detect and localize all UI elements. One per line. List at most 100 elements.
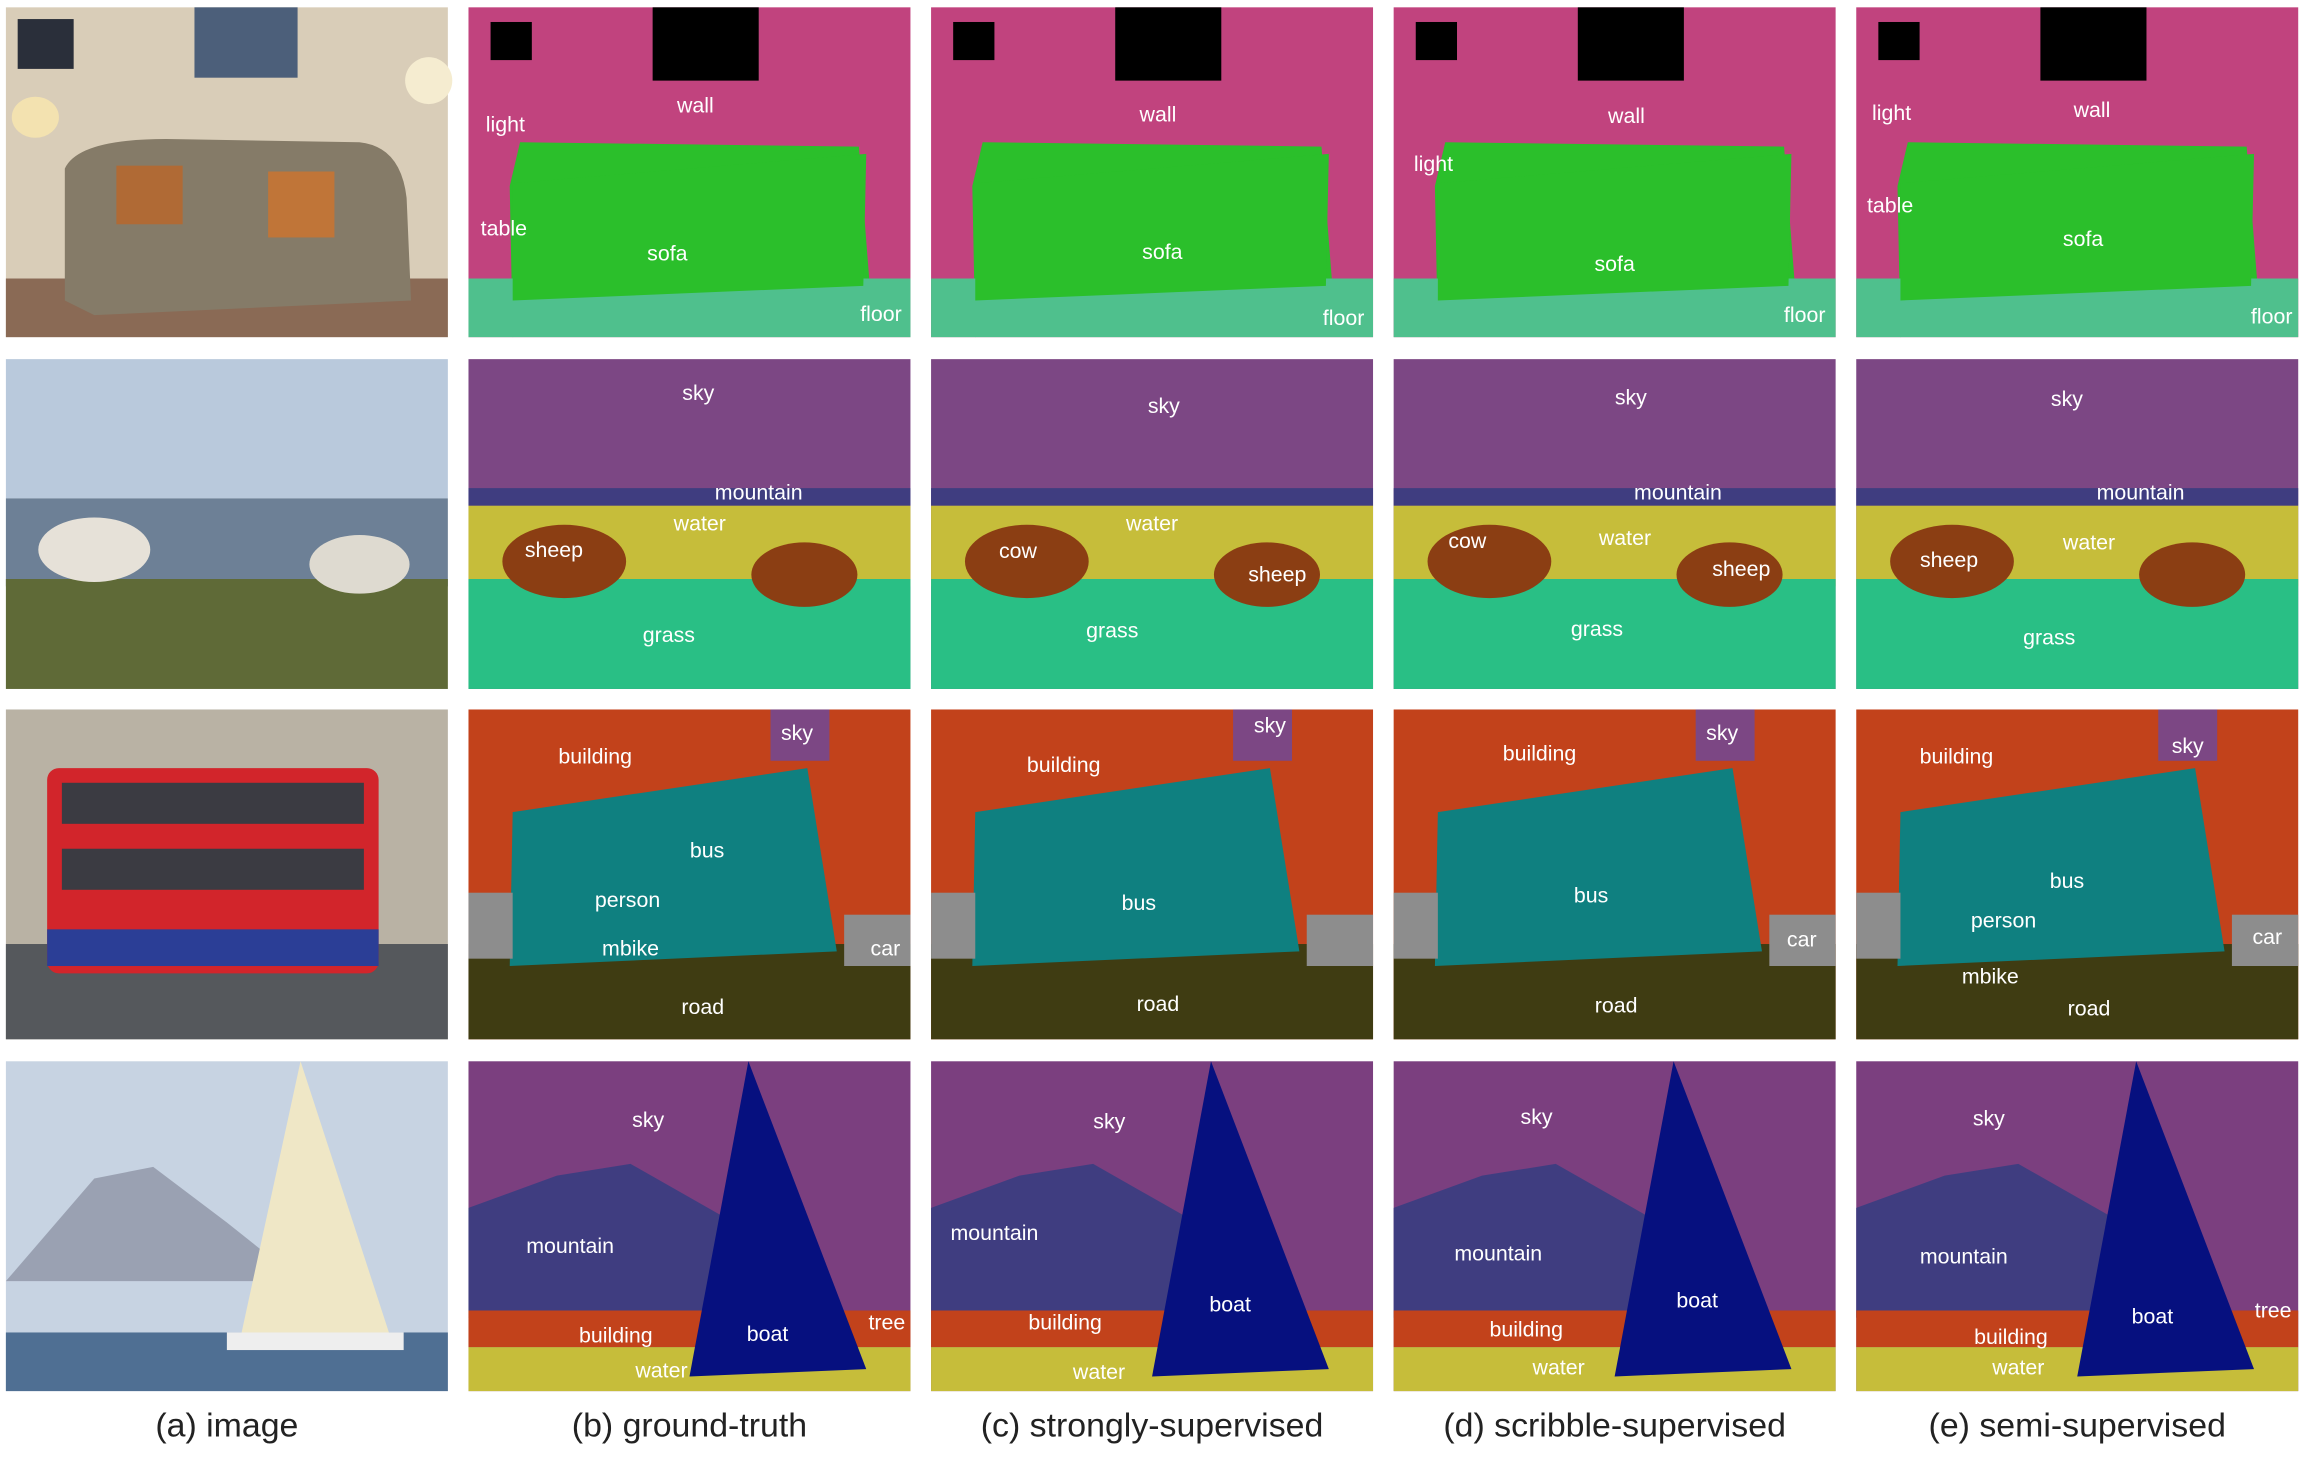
segment-label: building [1503,742,1577,766]
segmentation-panel [1856,1061,2299,1392]
segment-label: building [1974,1325,2048,1349]
mountain [468,488,911,506]
segment-label: building [558,745,632,769]
segment-label: tree [868,1310,905,1334]
segment-label: building [579,1324,653,1348]
sky [1695,709,1755,761]
segmentation-panel [1393,359,1836,689]
sofa [1900,153,2255,301]
segment-label: sky [2051,387,2083,411]
segment-label: mountain [715,481,803,505]
segmentation-panel [468,709,911,1040]
segment-label: cow [1448,529,1487,553]
lamp [405,57,453,105]
photo-panel [5,709,448,1040]
segment-label: wall [2073,98,2111,122]
segment-label: floor [1323,306,1365,330]
sofa [1437,153,1792,301]
car [844,914,911,967]
car [468,892,513,959]
segment-label: water [1598,526,1651,550]
column-caption: (b) ground-truth [572,1407,807,1445]
car [1306,914,1374,967]
segment-label: grass [1086,618,1138,642]
void [490,21,532,61]
segmentation-panel [468,1061,911,1392]
animal [1890,524,2014,599]
segment-label: wall [1139,102,1177,126]
segment-label: road [681,995,724,1019]
animal [2139,542,2246,607]
segment-label: car [871,937,901,961]
segment-label: person [595,888,660,912]
segment-label: road [1595,994,1638,1018]
sofa [975,153,1329,301]
segment-label: mountain [526,1234,614,1258]
frame [17,19,74,69]
segment-label: mountain [2097,481,2185,505]
segment-label: sky [2172,734,2204,758]
segment-label: sky [1093,1110,1125,1134]
segment-label: sofa [1594,252,1635,276]
animal [964,524,1089,599]
segment-label: grass [2023,626,2075,650]
segment-label: floor [860,302,902,326]
mountain [1393,488,1836,506]
sheep [38,517,151,582]
segment-label: wall [1607,104,1645,128]
segment-label: sky [1706,721,1738,745]
bus-blue [47,929,379,967]
segment-label: bus [1574,884,1608,908]
sofa [512,153,867,301]
void [1415,21,1458,61]
car [1769,914,1836,967]
car [1393,892,1438,959]
mountain [931,488,1374,506]
segment-label: water [673,511,726,535]
segment-label: sky [1973,1107,2005,1131]
sky [1233,709,1293,761]
segmentation-panel [931,7,1374,338]
segment-label: sky [682,381,714,405]
segment-label: mountain [950,1221,1038,1245]
animal [1427,524,1552,599]
segment-label: building [1489,1318,1563,1342]
sail [241,1061,389,1333]
segment-label: sofa [1142,240,1183,264]
void [1878,21,1920,61]
segment-label: table [481,217,527,241]
segment-label: boat [747,1322,789,1346]
mountain [1856,488,2299,506]
segment-label: sky [1148,394,1180,418]
sky [770,709,830,761]
segment-label: water [2062,530,2115,554]
animal [1676,542,1783,607]
photo-panel [5,359,448,689]
segment-label: sky [1615,385,1647,409]
void [953,21,995,61]
segment-label: car [1787,928,1817,952]
segment-label: water [1991,1356,2044,1380]
boat [1152,1061,1329,1377]
segment-label: table [1867,193,1913,217]
segmentation-panel [931,359,1374,689]
segmentation-panel [931,709,1374,1040]
void [652,7,759,81]
segment-label: sheep [525,538,583,562]
segmentation-panel [931,1061,1374,1392]
segmentation-panel [1393,709,1836,1040]
segment-label: building [1027,753,1101,777]
segmentation-panel [1856,709,2299,1040]
segment-label: road [2068,997,2111,1021]
animal [751,542,858,607]
segment-label: tree [2255,1299,2292,1323]
lamp [11,96,59,138]
segmentation-panel [468,7,911,338]
hull [226,1332,404,1351]
segment-label: light [486,113,525,137]
segment-label: mbike [602,937,659,961]
segment-label: floor [1784,303,1826,327]
segment-label: light [1414,152,1453,176]
animal [1213,542,1320,607]
